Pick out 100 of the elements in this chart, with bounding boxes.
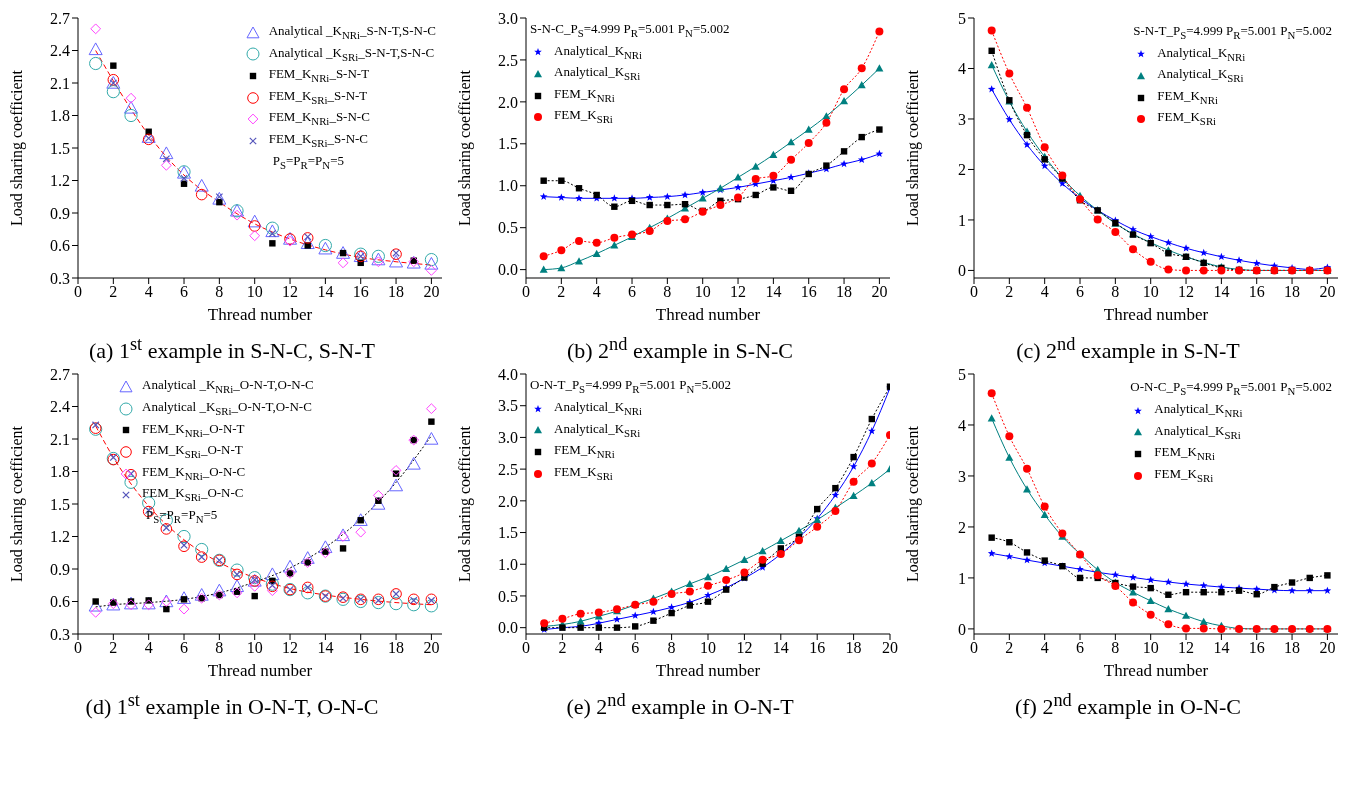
x-tick-label: 10 xyxy=(246,283,263,301)
x-tick-label: 6 xyxy=(1076,283,1085,301)
x-tick-label: 2 xyxy=(1005,283,1014,301)
x-tick-label: 18 xyxy=(845,639,862,657)
x-tick-label: 4 xyxy=(1040,283,1049,301)
x-tick-label: 20 xyxy=(871,283,888,301)
x-tick-label: 2 xyxy=(1005,639,1014,657)
y-tick-label: 3 xyxy=(958,467,966,485)
legend-title: S-N-C_P$_{S}$=4.999 P$_{R}$=5.001 P$_{N}$=5.002 xyxy=(530,20,730,41)
x-tick-label: 12 xyxy=(1178,639,1195,657)
y-tick-label: 0.9 xyxy=(50,561,70,579)
legend-label: FEM_K$_{SRi}$ xyxy=(1154,464,1214,486)
y-tick-label: 3.0 xyxy=(498,429,518,447)
text: (b) 2$^{nd}$ example in S-N-C xyxy=(565,334,795,365)
y-tick-label: 3.5 xyxy=(498,397,518,415)
x-tick-label: 20 xyxy=(1319,283,1336,301)
x-tick-label: 20 xyxy=(1319,639,1336,657)
x-tick-label: 14 xyxy=(772,639,789,657)
y-tick-label: 0 xyxy=(958,620,966,638)
y-tick-label: 1.5 xyxy=(50,496,70,514)
x-tick-label: 16 xyxy=(809,639,826,657)
y-tick-label: 3.0 xyxy=(498,9,518,27)
x-tick-label: 20 xyxy=(423,283,440,301)
y-tick-label: 1.5 xyxy=(50,139,70,157)
y-tick-label: 2.0 xyxy=(498,93,518,111)
x-tick-label: 18 xyxy=(388,283,405,301)
x-tick-label: 6 xyxy=(180,283,189,301)
x-tick-label: 18 xyxy=(1284,283,1301,301)
x-axis-title: Thread number xyxy=(655,305,761,324)
text: (f) 2$^{nd}$ example in O-N-C xyxy=(1013,690,1242,721)
x-tick-label: 6 xyxy=(180,639,189,657)
text: (d) 1$^{st}$ example in O-N-T, O-N-C xyxy=(84,690,380,721)
legend-label: FEM_K$_{NRi}$_O-N-T xyxy=(142,419,245,441)
y-tick-label: 2.1 xyxy=(50,431,70,449)
legend-label: Analytical _K$_{SRi}$_S-N-T,S-N-C xyxy=(268,43,435,65)
y-tick-label: 1.8 xyxy=(50,107,70,125)
y-tick-label: 0.5 xyxy=(498,219,518,237)
x-tick-label: 12 xyxy=(282,283,299,301)
legend-label: FEM_K$_{SRi}$ xyxy=(554,106,613,127)
legend-label: FEM_K$_{NRi}$_S-N-C xyxy=(268,108,370,129)
annotation: P$_{S}$=P$_{R}$=P$_{N}$=5 xyxy=(271,151,345,173)
x-tick-label: 14 xyxy=(317,639,334,657)
legend-label: FEM_K$_{SRi}$_O-N-C xyxy=(142,484,244,505)
x-tick-label: 0 xyxy=(522,639,530,657)
y-axis-title: Load sharing coefficient xyxy=(455,69,474,227)
legend-label: FEM_K$_{NRi}$ xyxy=(1157,86,1218,108)
y-tick-label: 0.0 xyxy=(498,619,518,637)
y-tick-label: 1.5 xyxy=(498,524,518,542)
x-tick-label: 10 xyxy=(700,639,716,657)
x-tick-label: 2 xyxy=(558,639,567,657)
text: (a) 1$^{st}$ example in S-N-C, S-N-T xyxy=(88,334,376,365)
legend-label: FEM_K$_{NRi}$_O-N-C xyxy=(142,462,246,484)
x-tick-label: 10 xyxy=(1142,639,1159,657)
x-tick-label: 16 xyxy=(1248,639,1265,657)
x-tick-label: 6 xyxy=(628,283,637,301)
x-axis-title: Thread number xyxy=(1103,305,1209,324)
y-tick-label: 5 xyxy=(958,366,966,384)
y-tick-label: 4 xyxy=(958,416,966,434)
x-tick-label: 6 xyxy=(1076,639,1085,657)
x-tick-label: 10 xyxy=(1142,283,1159,301)
y-tick-label: 4 xyxy=(958,60,966,78)
y-tick-label: 2.0 xyxy=(498,492,518,510)
y-tick-label: 3 xyxy=(958,110,966,128)
y-tick-label: 2.7 xyxy=(50,9,70,27)
x-tick-label: 0 xyxy=(74,283,82,301)
x-tick-label: 12 xyxy=(282,639,299,657)
x-tick-label: 20 xyxy=(423,639,440,657)
y-tick-label: 4.0 xyxy=(498,366,518,384)
y-tick-label: 1 xyxy=(958,211,966,229)
y-tick-label: 1.2 xyxy=(50,528,70,546)
legend-label: Analytical_K$_{SRi}$ xyxy=(554,419,641,441)
x-tick-label: 0 xyxy=(970,283,978,301)
legend-label: FEM_K$_{SRi}$_S-N-C xyxy=(268,129,369,151)
y-tick-label: 5 xyxy=(958,9,966,27)
x-tick-label: 14 xyxy=(1213,639,1230,657)
y-axis-title: Load sharing coefficient xyxy=(903,69,922,227)
x-axis-title: Thread number xyxy=(655,661,761,681)
x-tick-label: 4 xyxy=(144,283,153,301)
x-tick-label: 16 xyxy=(800,283,817,301)
y-tick-label: 0.3 xyxy=(50,626,70,644)
legend-label: FEM_K$_{SRi}$ xyxy=(554,462,613,484)
y-axis-title: Load sharing coefficient xyxy=(7,69,26,227)
y-tick-label: 0.6 xyxy=(50,593,70,611)
legend-label: FEM_K$_{NRi}$ xyxy=(554,441,615,462)
x-tick-label: 16 xyxy=(352,283,369,301)
legend-label: Analytical_K$_{SRi}$ xyxy=(1154,421,1241,443)
legend-label: Analytical_K$_{NRi}$ xyxy=(554,397,643,419)
y-tick-label: 1.0 xyxy=(498,177,518,195)
y-tick-label: 0 xyxy=(958,262,966,280)
legend-label: Analytical_K$_{NRi}$ xyxy=(1157,43,1246,65)
y-tick-label: 0.5 xyxy=(498,587,518,605)
y-tick-label: 2.5 xyxy=(498,51,518,69)
y-tick-label: 0.9 xyxy=(50,204,70,222)
x-tick-label: 6 xyxy=(631,639,640,657)
x-tick-label: 8 xyxy=(1111,283,1120,301)
y-tick-label: 1.5 xyxy=(498,135,518,153)
legend-label: Analytical_K$_{NRi}$ xyxy=(1154,399,1243,421)
y-tick-label: 0.0 xyxy=(498,261,518,279)
x-tick-label: 8 xyxy=(663,283,672,301)
y-tick-label: 1 xyxy=(958,569,966,587)
